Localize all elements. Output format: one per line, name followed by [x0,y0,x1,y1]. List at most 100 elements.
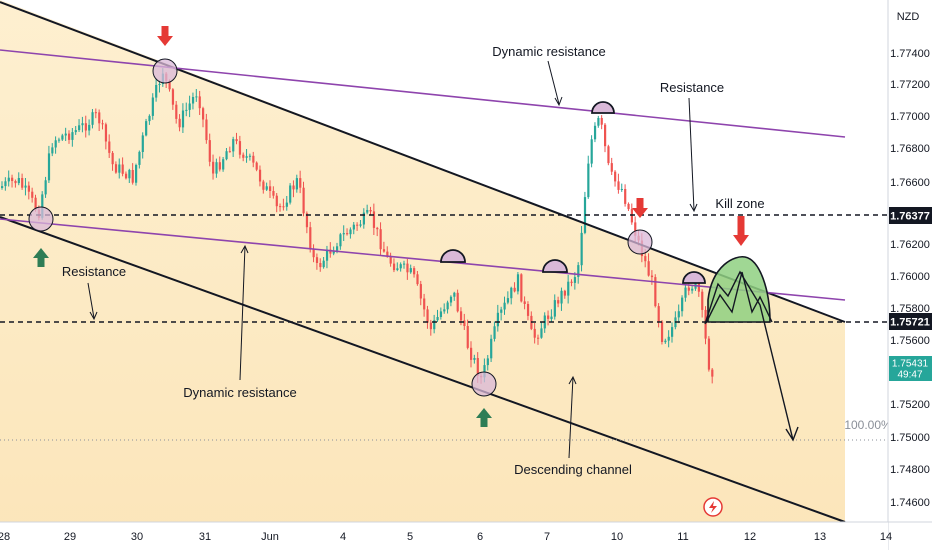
time-tick-label: 10 [611,531,623,543]
candle [208,133,211,167]
candle [647,253,650,277]
candle [265,182,268,191]
price-axis[interactable] [888,0,932,550]
candle [426,305,429,329]
lightning-icon[interactable] [703,497,723,517]
candle [406,258,409,280]
candle [533,323,536,344]
candle [342,225,345,241]
candle [245,149,248,163]
candle [135,163,138,186]
candle [677,304,680,324]
candle [473,354,476,364]
candle [436,309,439,322]
candle [382,241,386,253]
candle [372,203,376,235]
price-tick-label: 1.76800 [890,143,930,155]
time-axis[interactable] [0,522,888,550]
candle [590,135,593,168]
candle [128,168,131,183]
candle [181,103,185,133]
candle [285,196,288,211]
pointer-dyn-res-bottom-head [240,244,249,254]
current-price: 1.75431 [892,359,929,370]
candle [356,222,359,231]
candle [684,284,687,302]
candle [289,183,292,205]
channel-upper-line [0,1,846,323]
candle [486,355,489,371]
candle [151,93,154,120]
time-tick-label: 31 [199,531,211,543]
candle [366,204,369,215]
red-arrow-3 [733,216,749,246]
candle [51,143,54,157]
candle [526,301,530,321]
candle [560,287,563,311]
candle [470,341,473,368]
candle [235,132,238,145]
candle [272,186,275,199]
candle [392,258,396,273]
candle [563,289,566,299]
candle [523,296,526,310]
candle [409,264,412,274]
candle [215,158,218,178]
touch-circle-2 [28,206,54,232]
candle [369,206,372,216]
candle [449,295,453,307]
candle [580,226,583,272]
candle [466,319,469,350]
candle [597,115,600,128]
current-price-tag: 1.75431 49:47 [889,356,932,381]
price-tick-label: 1.75600 [890,335,930,347]
projection-path [704,270,794,441]
price-tick-label: 1.77200 [890,79,930,91]
upper-level-price-tag: 1.76377 [889,207,932,224]
label-descending-channel: Descending channel [514,462,632,477]
candle [319,258,322,272]
label-dynamic-resistance-top: Dynamic resistance [492,44,605,59]
candle [587,155,590,199]
candle [553,294,556,320]
time-tick-label: 29 [64,531,76,543]
candle [178,114,181,132]
candle [279,203,282,212]
pointer-resistance-left [87,282,95,319]
time-tick-label: 30 [131,531,143,543]
candle [681,295,684,317]
candle [416,271,419,286]
candle [188,95,191,118]
lower-level-price-tag: 1.75721 [889,313,932,330]
price-tick-labels: 1.77400 1.77200 1.77000 1.76800 1.76600 1.762… [890,48,930,509]
kill-zone-zigzag [705,271,773,324]
candle [282,198,285,211]
candle [24,178,27,196]
price-tick-label: 1.75200 [890,399,930,411]
candle [1,181,4,190]
candle [44,176,47,198]
candle [21,173,24,190]
candle [396,262,399,272]
candle [111,151,114,171]
fib-100-label: 100.00% [844,418,892,432]
candle [218,156,221,172]
candle [315,253,319,270]
green-arrow-2 [476,408,492,427]
retest-bump-2 [440,249,466,263]
dynamic-resistance-bottom-line [0,218,846,301]
pointer-resistance-left-head [89,311,98,321]
candle [148,114,151,125]
candle [691,285,694,294]
candle [158,80,161,93]
candle [513,282,516,293]
candles [1,68,714,384]
candle [614,170,617,187]
kill-zone-dome [707,255,771,323]
candle [667,330,670,348]
candle [145,118,148,137]
time-tick-label: 14 [880,531,892,543]
candle [17,172,20,186]
candle [155,78,158,102]
